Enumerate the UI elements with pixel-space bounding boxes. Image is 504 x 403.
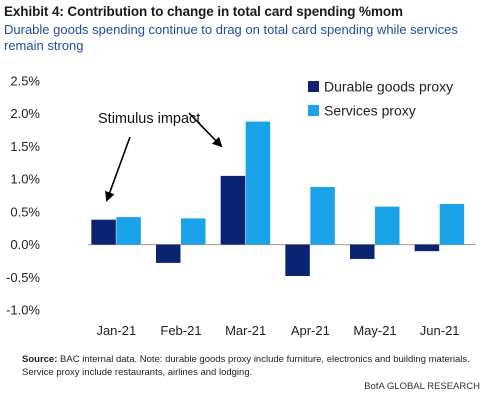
bar-services-feb-21 — [181, 218, 206, 245]
source-label: Source: — [22, 354, 58, 365]
brand-label: BofA GLOBAL RESEARCH — [364, 381, 480, 392]
x-tick-label: Jan-21 — [96, 323, 136, 338]
bar-services-mar-21 — [245, 121, 271, 245]
source-note: Source: BAC internal data. Note: durable… — [22, 353, 492, 379]
bars — [91, 121, 465, 276]
x-tick-label: Jun-21 — [420, 323, 460, 338]
y-tick-label: -1.0% — [6, 303, 40, 318]
annotation-arrow-mar — [188, 112, 223, 148]
bar-durable-mar-21 — [220, 175, 246, 245]
legend-swatch — [308, 81, 319, 92]
y-tick-label: 2.0% — [10, 106, 40, 121]
annotation-arrow-jan — [105, 136, 131, 202]
y-tick-label: 0.0% — [10, 237, 40, 252]
legend-swatch — [308, 105, 319, 116]
y-tick-label: -0.5% — [6, 270, 40, 285]
bar-durable-jan-21 — [91, 219, 116, 245]
bar-durable-jun-21 — [414, 244, 440, 252]
y-tick-label: 2.5% — [10, 74, 40, 89]
bar-durable-feb-21 — [156, 244, 181, 263]
bar-services-apr-21 — [310, 186, 335, 245]
annotation: Stimulus impact — [98, 111, 223, 202]
y-axis-labels: 2.5% 2.0% 1.5% 1.0% 0.5% 0.0% -0.5% -1.0% — [6, 74, 40, 318]
x-axis-labels: Jan-21 Feb-21 Mar-21 Apr-21 May-21 Jun-21 — [96, 323, 459, 338]
bar-durable-apr-21 — [285, 244, 310, 276]
legend-label: Durable goods proxy — [324, 79, 453, 95]
y-tick-label: 0.5% — [10, 204, 40, 219]
source-text: BAC internal data. Note: durable goods p… — [22, 354, 470, 378]
bar-durable-may-21 — [350, 244, 375, 259]
y-tick-label: 1.0% — [10, 172, 40, 187]
x-tick-label: Apr-21 — [291, 323, 330, 338]
chart-title: Exhibit 4: Contribution to change in tot… — [4, 4, 403, 19]
annotation-text: Stimulus impact — [98, 111, 200, 127]
bar-services-jun-21 — [439, 204, 465, 245]
chart-subtitle: Durable goods spending continue to drag … — [4, 22, 458, 53]
x-tick-label: Mar-21 — [225, 323, 266, 338]
legend-label: Services proxy — [324, 103, 416, 119]
x-tick-label: Feb-21 — [160, 323, 201, 338]
y-tick-label: 1.5% — [10, 139, 40, 154]
x-tick-label: May-21 — [353, 323, 396, 338]
bar-services-may-21 — [375, 206, 400, 245]
legend: Durable goods proxy Services proxy — [308, 79, 453, 119]
bar-services-jan-21 — [116, 217, 141, 245]
